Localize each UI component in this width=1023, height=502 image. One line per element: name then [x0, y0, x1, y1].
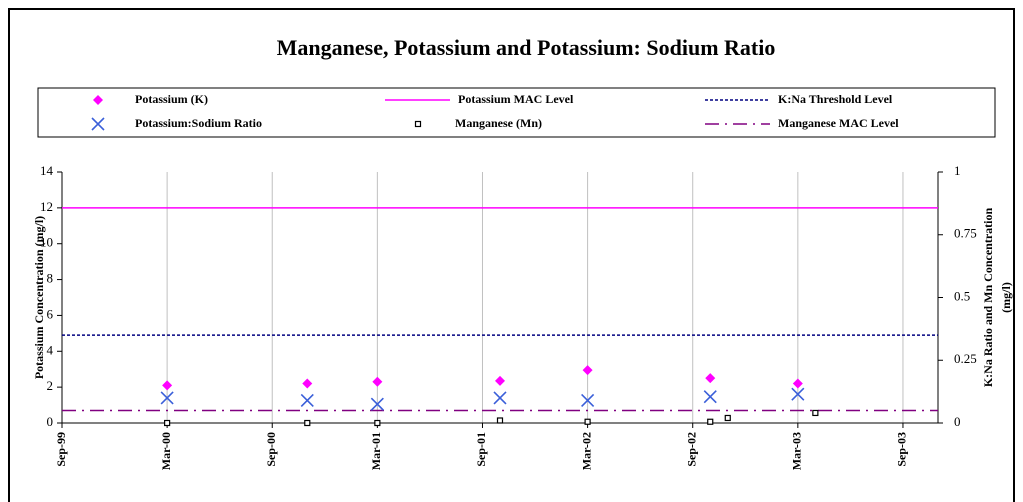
legend-label: Potassium (K) — [135, 92, 208, 106]
point — [164, 419, 171, 427]
x-tick-label: Mar-02 — [579, 432, 593, 470]
point — [91, 117, 105, 131]
y-tick-label: 8 — [47, 271, 54, 286]
y-axis-label: Potassium Concentration (mg/l) — [32, 216, 46, 379]
y-tick-label: 12 — [40, 199, 53, 214]
point — [374, 419, 381, 427]
y-tick-label: 2 — [47, 378, 54, 393]
point — [372, 376, 383, 387]
y-tick-label: 10 — [40, 235, 53, 250]
point — [812, 409, 819, 417]
point — [304, 419, 311, 427]
point — [160, 391, 174, 405]
chart-title: Manganese, Potassium and Potassium: Sodi… — [277, 35, 776, 60]
x-tick-label: Mar-00 — [159, 432, 173, 470]
legend-box — [37, 87, 996, 138]
point — [707, 418, 714, 425]
x-tick-label: Sep-03 — [895, 432, 909, 467]
legend-label: Potassium:Sodium Ratio — [135, 116, 262, 130]
point — [582, 365, 593, 376]
y2-tick-label: 0.25 — [954, 351, 977, 366]
x-tick-label: Sep-02 — [684, 432, 698, 467]
point — [493, 391, 507, 405]
point — [792, 378, 803, 389]
legend-label: Manganese (Mn) — [455, 116, 542, 130]
legend-item: Potassium MAC Level — [385, 92, 574, 106]
point — [414, 120, 422, 128]
legend-label: K:Na Threshold Level — [778, 92, 893, 106]
point — [703, 390, 717, 404]
y-tick-label: 0 — [47, 414, 54, 429]
legend-item: Manganese MAC Level — [705, 116, 899, 130]
x-tick-label: Sep-00 — [264, 432, 278, 467]
point — [791, 387, 805, 401]
legend-item: Potassium (K) — [93, 92, 208, 106]
point — [495, 375, 505, 386]
point — [496, 417, 504, 424]
y-tick-label: 14 — [40, 163, 54, 178]
point — [370, 397, 384, 411]
point — [724, 414, 731, 422]
point — [162, 380, 173, 391]
point — [300, 393, 314, 407]
point — [302, 378, 313, 389]
y2-tick-label: 0.5 — [954, 288, 970, 303]
y2-tick-label: 0.75 — [954, 226, 977, 241]
legend-item: Manganese (Mn) — [414, 116, 542, 130]
y-tick-label: 6 — [47, 306, 54, 321]
y-tick-label: 4 — [47, 342, 54, 357]
legend-label: Potassium MAC Level — [458, 92, 574, 106]
y2-tick-label: 1 — [954, 163, 961, 178]
legend-item: Potassium:Sodium Ratio — [91, 116, 262, 131]
x-tick-label: Sep-01 — [474, 432, 488, 467]
x-tick-label: Sep-99 — [54, 432, 68, 467]
y2-axis-label: K:Na Ratio and Mn Concentration — [981, 208, 995, 388]
point — [93, 95, 103, 105]
point — [581, 393, 595, 407]
x-tick-label: Mar-01 — [369, 432, 383, 470]
point — [584, 418, 591, 425]
y2-axis-label: (mg/l) — [999, 282, 1013, 313]
y2-tick-label: 0 — [954, 414, 961, 429]
chart-frame — [8, 8, 1015, 502]
legend-label: Manganese MAC Level — [778, 116, 899, 130]
point — [705, 373, 716, 384]
x-tick-label: Mar-03 — [790, 432, 804, 470]
legend-item: K:Na Threshold Level — [705, 92, 893, 106]
